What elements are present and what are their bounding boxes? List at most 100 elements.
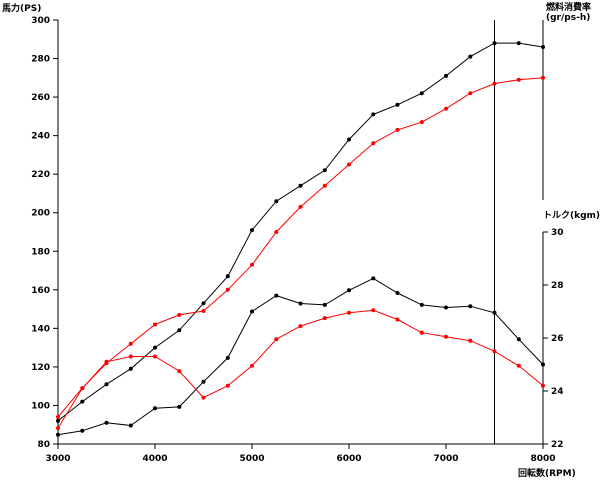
left-axis-tick-label: 100 — [31, 401, 50, 411]
series-layer — [56, 41, 545, 437]
torque-point-black — [541, 362, 545, 367]
torque-point-black — [298, 301, 303, 306]
power-point-black — [56, 418, 60, 423]
torque-axis-tick-label: 30 — [551, 228, 564, 238]
torque-series-red — [56, 308, 545, 431]
torque-point-red — [153, 354, 157, 359]
torque-point-black — [201, 379, 206, 384]
torque-point-red — [419, 330, 424, 335]
left-axis-tick-label: 280 — [31, 55, 50, 65]
chart-frame — [57, 20, 544, 445]
torque-axis-title: トルク(kgm) — [543, 210, 600, 221]
torque-point-red — [104, 359, 109, 364]
power-point-black — [201, 301, 206, 306]
power-point-black — [298, 183, 303, 188]
power-point-red — [371, 141, 376, 146]
x-axis-tick-label: 6000 — [336, 454, 361, 464]
power-point-black — [468, 54, 473, 59]
power-point-red — [516, 77, 521, 82]
power-line-black — [57, 42, 544, 422]
torque-point-black — [80, 428, 85, 433]
torque-point-red — [80, 386, 85, 391]
left-axis-tick-label: 260 — [31, 93, 50, 103]
x-axis-tick-label: 3000 — [45, 454, 70, 464]
power-point-black — [104, 382, 109, 387]
torque-point-black — [322, 302, 327, 307]
torque-point-black — [492, 310, 497, 315]
torque-point-black — [516, 337, 521, 342]
power-point-black — [371, 112, 376, 117]
torque-point-red — [322, 316, 327, 321]
x-axis-title: 回転数(RPM) — [518, 467, 576, 479]
torque-point-black — [371, 276, 376, 281]
torque-point-black — [177, 404, 182, 409]
power-point-black — [250, 228, 254, 233]
power-point-red — [322, 183, 327, 188]
power-point-red — [395, 127, 400, 132]
left-axis-tick-label: 300 — [31, 16, 50, 26]
power-point-black — [419, 91, 424, 96]
torque-series-black — [56, 276, 545, 437]
left-axis-tick-label: 220 — [31, 170, 50, 180]
torque-point-black — [347, 288, 351, 293]
tick-labels: 80 100 120 140 160 180 200 220 240 260 280 300 22 24 2… — [31, 16, 563, 464]
power-point-black — [274, 199, 279, 204]
left-axis-tick-label: 240 — [31, 132, 50, 142]
torque-point-black — [225, 355, 230, 360]
torque-point-red — [541, 383, 545, 388]
power-point-black — [80, 399, 85, 404]
torque-point-black — [153, 406, 157, 411]
left-axis-title: 馬力(PS) — [1, 2, 41, 14]
torque-point-black — [274, 293, 279, 298]
torque-point-black — [468, 304, 473, 309]
power-point-black — [444, 73, 448, 78]
power-point-red — [250, 262, 254, 267]
x-axis-tick-label: 8000 — [530, 454, 555, 464]
torque-point-red — [250, 363, 254, 368]
left-axis-tick-label: 120 — [31, 363, 50, 373]
x-axis-tick-label: 4000 — [142, 454, 167, 464]
power-point-black — [516, 41, 521, 46]
torque-point-red — [298, 324, 303, 329]
torque-point-black — [419, 302, 424, 307]
torque-point-red — [371, 308, 376, 313]
torque-point-red — [516, 363, 521, 368]
torque-point-black — [444, 305, 448, 310]
left-axis-tick-label: 180 — [31, 247, 50, 257]
power-point-red — [444, 106, 448, 111]
power-series-red — [56, 75, 545, 419]
power-point-black — [128, 366, 133, 371]
power-point-red — [541, 75, 545, 80]
x-axis-tick-label: 7000 — [433, 454, 458, 464]
power-point-black — [225, 274, 230, 279]
torque-point-red — [177, 369, 182, 374]
left-axis-tick-label: 140 — [31, 324, 50, 334]
torque-axis-tick-label: 24 — [551, 387, 564, 397]
torque-point-red — [274, 337, 279, 342]
power-point-red — [419, 120, 424, 125]
power-point-red — [56, 415, 60, 419]
power-point-red — [492, 81, 497, 86]
power-point-red — [177, 312, 182, 317]
power-point-black — [347, 137, 351, 142]
x-axis-tick-label: 5000 — [239, 454, 264, 464]
torque-axis-tick-label: 26 — [551, 334, 564, 344]
torque-point-red — [201, 395, 206, 400]
torque-point-red — [128, 354, 133, 359]
power-point-red — [225, 287, 230, 292]
torque-point-red — [492, 349, 497, 354]
left-axis-tick-label: 80 — [37, 440, 50, 450]
torque-point-black — [250, 309, 254, 314]
power-series-black — [56, 41, 545, 423]
power-point-black — [153, 345, 157, 350]
torque-point-red — [225, 383, 230, 388]
torque-axis-tick-label: 28 — [551, 281, 564, 291]
power-line-red — [57, 77, 544, 418]
power-point-black — [322, 168, 327, 173]
power-point-red — [347, 162, 351, 167]
torque-point-black — [128, 423, 133, 428]
torque-point-red — [347, 310, 351, 315]
torque-point-red — [395, 317, 400, 322]
power-point-red — [153, 322, 157, 327]
power-point-red — [274, 230, 279, 234]
